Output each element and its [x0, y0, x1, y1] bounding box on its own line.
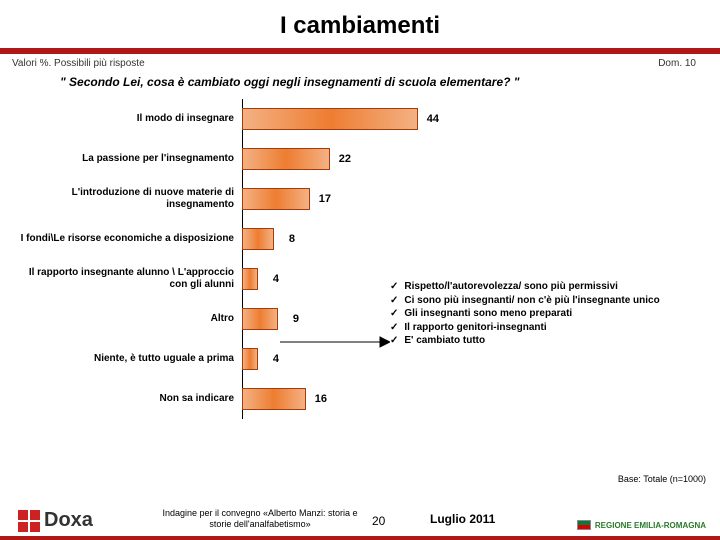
question-text: " Secondo Lei, cosa è cambiato oggi negl…	[0, 71, 720, 99]
footer: Doxa Indagine per il convegno «Alberto M…	[0, 492, 720, 540]
category-label: Non sa indicare	[12, 393, 242, 405]
footer-divider	[0, 536, 720, 540]
bar-value: 22	[339, 153, 351, 165]
bar-value: 9	[293, 313, 299, 325]
list-item: Rispetto/l'autorevolezza/ sono più permi…	[390, 280, 700, 294]
bar-area: 44	[242, 108, 720, 130]
subhead-left: Valori %. Possibili più risposte	[12, 58, 145, 69]
page-number: 20	[372, 514, 385, 528]
chart-row: La passione per l'insegnamento22	[12, 139, 720, 179]
callout-arrow	[280, 332, 390, 352]
bar-value: 44	[427, 113, 439, 125]
source-text: Indagine per il convegno «Alberto Manzi:…	[160, 508, 360, 530]
list-item: Gli insegnanti sono meno preparati	[390, 307, 700, 321]
page-title: I cambiamenti	[0, 0, 720, 48]
bar: 8	[242, 228, 274, 250]
bar: 44	[242, 108, 418, 130]
base-note: Base: Totale (n=1000)	[618, 474, 706, 484]
footer-date: Luglio 2011	[430, 512, 495, 526]
category-label: Niente, è tutto uguale a prima	[12, 353, 242, 365]
bar-area: 8	[242, 228, 720, 250]
region-logo: REGIONE EMILIA-ROMAGNA	[577, 520, 706, 530]
bar-value: 4	[273, 353, 279, 365]
bar: 4	[242, 348, 258, 370]
category-label: I fondi\Le risorse economiche a disposiz…	[12, 233, 242, 245]
bar: 4	[242, 268, 258, 290]
bar-value: 17	[319, 193, 331, 205]
category-label: Il modo di insegnare	[12, 113, 242, 125]
region-text: REGIONE EMILIA-ROMAGNA	[595, 521, 706, 530]
category-label: Altro	[12, 313, 242, 325]
chart-row: L'introduzione di nuove materie di inseg…	[12, 179, 720, 219]
doxa-logo: Doxa	[18, 509, 93, 532]
chart-row: Il modo di insegnare44	[12, 99, 720, 139]
bar-chart: Il modo di insegnare44La passione per l'…	[0, 99, 720, 419]
bar-value: 16	[315, 393, 327, 405]
bar: 17	[242, 188, 310, 210]
category-label: Il rapporto insegnante alunno \ L'approc…	[12, 267, 242, 291]
doxa-icon	[18, 510, 40, 532]
bar: 9	[242, 308, 278, 330]
bar-value: 8	[289, 233, 295, 245]
y-axis	[242, 99, 243, 419]
chart-row: Non sa indicare16	[12, 379, 720, 419]
chart-row: I fondi\Le risorse economiche a disposiz…	[12, 219, 720, 259]
bar: 22	[242, 148, 330, 170]
category-label: La passione per l'insegnamento	[12, 153, 242, 165]
altro-list: Rispetto/l'autorevolezza/ sono più permi…	[390, 280, 700, 348]
doxa-text: Doxa	[44, 509, 93, 532]
list-item: Il rapporto genitori-insegnanti	[390, 321, 700, 335]
subhead-right: Dom. 10	[658, 58, 696, 69]
bar-area: 22	[242, 148, 720, 170]
bar-area: 17	[242, 188, 720, 210]
list-item: Ci sono più insegnanti/ non c'è più l'in…	[390, 294, 700, 308]
subhead-row: Valori %. Possibili più risposte Dom. 10	[0, 54, 720, 71]
category-label: L'introduzione di nuove materie di inseg…	[12, 187, 242, 211]
bar-area: 16	[242, 388, 720, 410]
bar-value: 4	[273, 273, 279, 285]
flag-icon	[577, 520, 591, 530]
bar: 16	[242, 388, 306, 410]
list-item: E' cambiato tutto	[390, 334, 700, 348]
